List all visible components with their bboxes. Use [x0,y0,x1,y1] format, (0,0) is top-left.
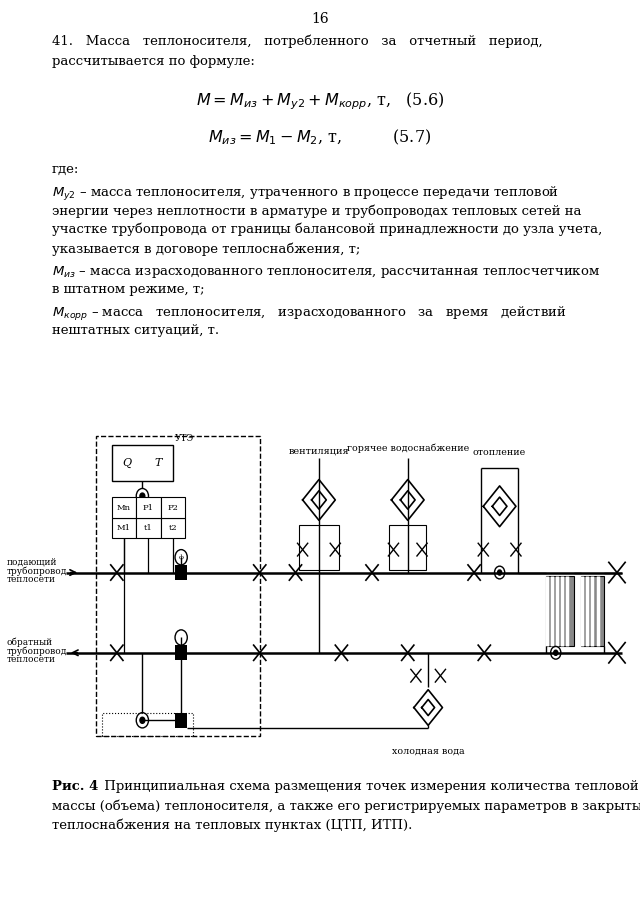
Text: отопление: отопление [473,448,526,457]
Text: Принципиальная схема размещения точек измерения количества тепловой энергии и: Принципиальная схема размещения точек из… [100,780,640,793]
Text: T: T [154,458,161,468]
Text: вентиляция: вентиляция [289,446,349,455]
Bar [161,498,185,518]
Text: P2: P2 [168,503,179,511]
Text: Q: Q [122,458,132,468]
Text: рассчитывается по формуле:: рассчитывается по формуле: [52,55,255,68]
Text: массы (объема) теплоносителя, а также его регистрируемых параметров в закрытых с: массы (объема) теплоносителя, а также ег… [52,799,640,813]
Bar [161,518,185,538]
Text: t2: t2 [169,524,177,532]
Circle shape [554,650,558,655]
Bar [97,436,260,736]
Text: указывается в договоре теплоснабжения, т;: указывается в договоре теплоснабжения, т… [52,242,360,255]
Circle shape [140,718,145,723]
Text: $M_{\mathit{из}}$ – масса израсходованного теплоносителя, рассчитанная теплосчет: $M_{\mathit{из}}$ – масса израсходованно… [52,264,600,280]
Bar [175,712,188,728]
Text: где:: где: [52,163,79,176]
Text: трубопровод: трубопровод [6,567,67,576]
Bar [136,498,161,518]
Text: УТЭ: УТЭ [175,433,195,443]
Bar [136,518,161,538]
Bar [102,712,193,736]
Text: Рис. 4: Рис. 4 [52,780,99,793]
Circle shape [497,570,502,575]
Bar [112,498,136,518]
Text: трубопровод: трубопровод [6,646,67,656]
Bar [545,576,574,646]
Text: M1: M1 [117,524,131,532]
Text: Mn: Mn [117,503,131,511]
Text: горячее водоснабжение: горячее водоснабжение [347,443,469,452]
Text: энергии через неплотности в арматуре и трубопроводах тепловых сетей на: энергии через неплотности в арматуре и т… [52,204,582,217]
Text: в штатном режиме, т;: в штатном режиме, т; [52,283,205,296]
Text: теплосети: теплосети [6,575,56,584]
Text: $M_{\mathit{корр}}$ – масса   теплоносителя,   израсходованного   за   время   д: $M_{\mathit{корр}}$ – масса теплоносител… [52,305,566,323]
Text: 41.   Масса   теплоносителя,   потребленного   за   отчетный   период,: 41. Масса теплоносителя, потребленного з… [52,35,543,49]
Text: 16: 16 [311,12,329,26]
Bar [175,645,188,661]
Text: обратный: обратный [6,637,52,647]
Text: t1: t1 [144,524,153,532]
Text: холодная вода: холодная вода [392,747,465,756]
Bar [112,445,173,481]
Text: $M = M_{\mathit{из}} + M_{\mathit{у2}} + M_{\mathit{корр}}$, т,   (5.6): $M = M_{\mathit{из}} + M_{\mathit{у2}} +… [196,90,444,111]
Text: подающий: подающий [6,557,57,567]
Text: P1: P1 [143,503,154,511]
Text: $M_{\mathit{у2}}$ – масса теплоносителя, утраченного в процессе передачи теплово: $M_{\mathit{у2}}$ – масса теплоносителя,… [52,185,559,203]
Bar [298,526,339,570]
Bar [175,565,188,580]
Bar [112,518,136,538]
Text: нештатных ситуаций, т.: нештатных ситуаций, т. [52,324,219,337]
Text: теплосети: теплосети [6,655,56,664]
Bar [389,526,426,570]
Bar [581,576,604,646]
Text: теплоснабжения на тепловых пунктах (ЦТП, ИТП).: теплоснабжения на тепловых пунктах (ЦТП,… [52,818,412,832]
Text: участке трубопровода от границы балансовой принадлежности до узла учета,: участке трубопровода от границы балансов… [52,223,602,236]
Text: ф: ф [179,555,184,560]
Text: $M_{\mathit{из}} = M_1 - M_2$, т,          (5.7): $M_{\mathit{из}} = M_1 - M_2$, т, (5.7) [209,128,431,148]
Circle shape [140,493,145,500]
